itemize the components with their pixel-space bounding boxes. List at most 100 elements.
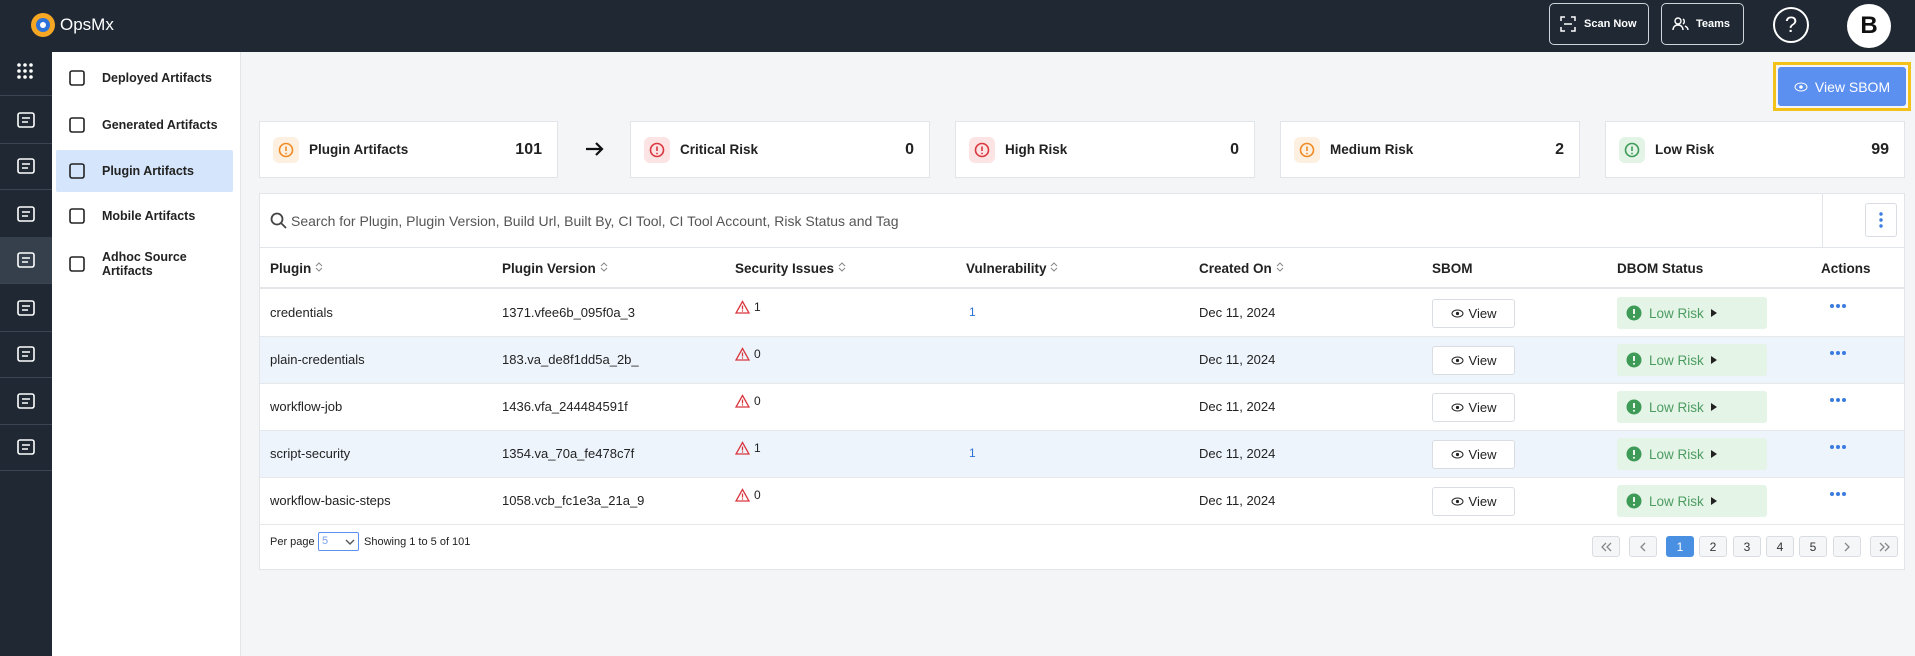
sbom-view-button[interactable]: View [1432,346,1515,375]
page-nav-icon [1879,542,1890,551]
summary-card[interactable]: Critical Risk 0 [630,121,930,178]
row-actions[interactable] [1829,438,1847,456]
search-bar: Search for Plugin, Plugin Version, Build… [260,194,1904,248]
card-label: Low Risk [1655,142,1715,157]
vulnerability-link[interactable]: 1 [969,305,976,319]
status-label: Low Risk [1649,305,1704,321]
page-button[interactable] [1833,536,1861,557]
card-label: Plugin Artifacts [309,142,409,157]
column-header[interactable]: Vulnerability [966,261,1058,276]
per-page-select[interactable]: 5 [318,532,359,551]
warning-icon [734,488,751,502]
rail-item[interactable] [0,97,52,144]
logo-text: OpsMx [60,15,114,34]
arrow-icon [586,142,604,156]
row-actions[interactable] [1829,297,1847,315]
rail-item[interactable] [0,143,52,190]
dots-icon [1830,398,1846,402]
dbom-status-badge[interactable]: Low Risk [1617,438,1767,470]
column-header[interactable]: SBOM [1432,261,1473,276]
rail-icon [17,300,35,316]
rail-icon [17,158,35,174]
nav-icon [69,208,85,224]
created-on: Dec 11, 2024 [1199,352,1276,367]
button-label: View [1468,353,1497,368]
nav-item[interactable]: Adhoc Source Artifacts [56,243,233,285]
eye-icon [1451,356,1464,365]
plugin-name: workflow-job [270,399,343,414]
nav-item[interactable]: Deployed Artifacts [56,57,233,99]
nav-item[interactable]: Mobile Artifacts [56,195,233,237]
dbom-status-badge[interactable]: Low Risk [1617,297,1767,329]
summary-card[interactable]: Medium Risk 2 [1280,121,1580,178]
dbom-status-badge[interactable]: Low Risk [1617,485,1767,517]
rail-icon [17,206,35,222]
dots-icon [1830,351,1846,355]
page-button[interactable] [1629,536,1657,557]
sbom-view-button[interactable]: View [1432,393,1515,422]
per-page-label: Per page [270,536,315,548]
scan-icon [1560,16,1576,32]
sbom-view-button[interactable]: View [1432,299,1515,328]
rail-item[interactable] [0,378,52,425]
rail-item[interactable] [0,191,52,238]
teams-button[interactable]: Teams [1661,3,1744,45]
summary-card[interactable]: Plugin Artifacts 101 [259,121,558,178]
page-button[interactable]: 5 [1799,536,1827,557]
plugin-name: workflow-basic-steps [270,493,391,508]
plugin-version: 1436.vfa_244484591f [502,399,628,414]
page-button[interactable]: 2 [1699,536,1727,557]
column-header[interactable]: Security Issues [735,261,846,276]
issue-icon [734,394,751,413]
vulnerability-link[interactable]: 1 [969,446,976,460]
avatar[interactable]: B [1847,4,1891,48]
page-button[interactable]: 3 [1733,536,1761,557]
rail-icon [17,63,33,79]
status-icon [1626,352,1642,368]
sort-icon [600,262,607,272]
scan-now-button[interactable]: Scan Now [1549,3,1649,45]
row-actions[interactable] [1829,344,1847,362]
rail-item[interactable] [0,49,52,96]
sbom-view-button[interactable]: View [1432,440,1515,469]
warning-icon [734,300,751,314]
security-issues: 1 [754,441,761,455]
summary-card[interactable]: High Risk 0 [955,121,1255,178]
rail-item[interactable] [0,237,52,284]
page-number: 1 [1676,539,1684,554]
page-button[interactable]: 1 [1666,536,1694,557]
caret-icon [1710,356,1717,364]
warning-icon [734,441,751,455]
nav-icon [69,70,85,86]
rail-item[interactable] [0,331,52,378]
row-actions[interactable] [1829,391,1847,409]
rail-item[interactable] [0,424,52,471]
column-header[interactable]: Created On [1199,261,1284,276]
button-label: View [1468,306,1497,321]
risk-icon [1299,142,1315,157]
dbom-status-badge[interactable]: Low Risk [1617,391,1767,423]
sbom-view-button[interactable]: View [1432,487,1515,516]
summary-card[interactable]: Low Risk 99 [1605,121,1905,178]
column-header[interactable]: Plugin [270,261,323,276]
column-header: DBOM Status [1617,261,1703,276]
nav-item[interactable]: Plugin Artifacts [56,150,233,192]
view-sbom-button[interactable]: View SBOM [1778,67,1906,106]
nav-item[interactable]: Generated Artifacts [56,104,233,146]
button-label: View [1468,494,1497,509]
column-header[interactable]: Plugin Version [502,261,608,276]
dbom-status-badge[interactable]: Low Risk [1617,344,1767,376]
page-button[interactable] [1870,536,1898,557]
page-number: 2 [1709,539,1717,554]
page-button[interactable]: 4 [1766,536,1794,557]
rail-item[interactable] [0,285,52,332]
page-button[interactable] [1592,536,1620,557]
more-menu-button[interactable] [1865,203,1897,237]
rail-icon [17,393,35,409]
search-placeholder[interactable]: Search for Plugin, Plugin Version, Build… [291,213,899,229]
dots-icon [1830,445,1846,449]
button-label: View [1468,400,1497,415]
status-icon [1626,305,1642,321]
help-button[interactable]: ? [1773,7,1809,43]
row-actions[interactable] [1829,485,1847,503]
